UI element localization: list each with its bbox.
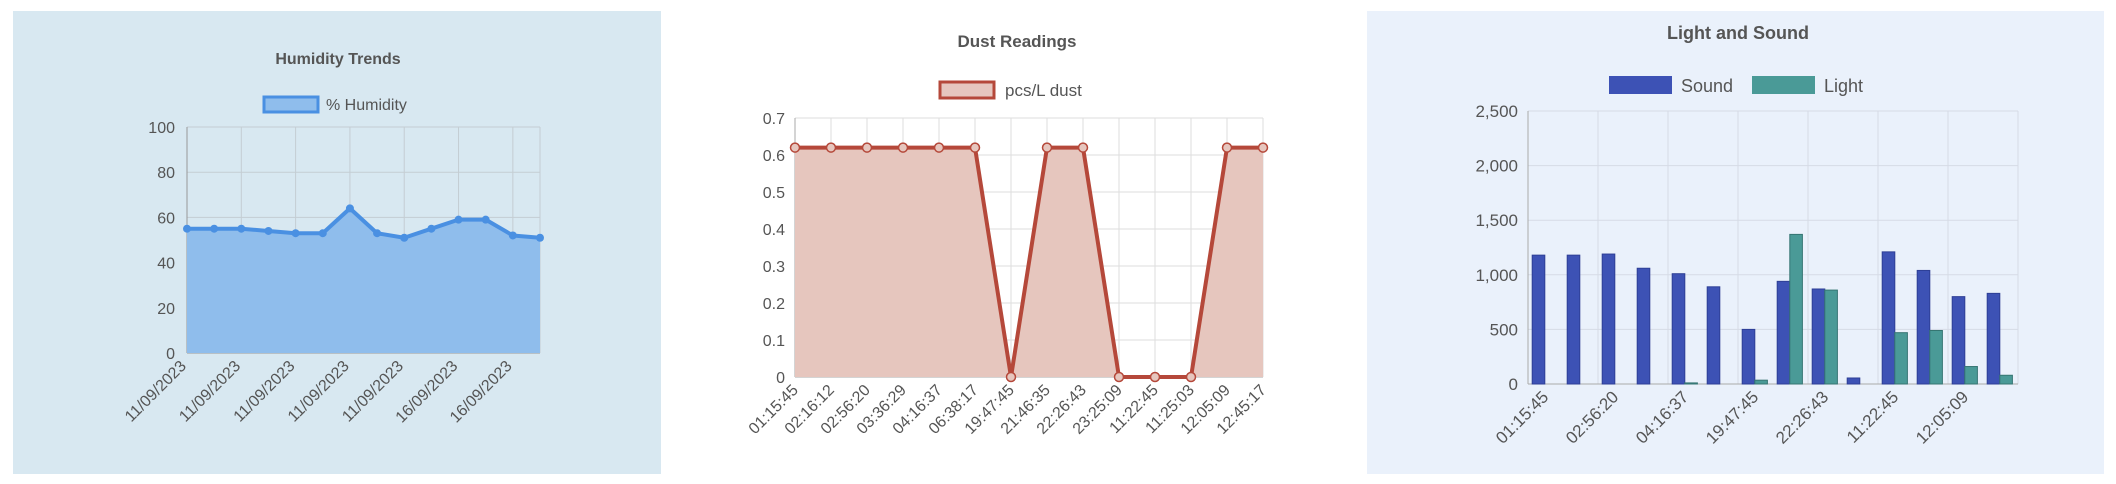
light-bar <box>1929 329 1943 385</box>
humidity-point <box>210 224 219 233</box>
dust-point <box>1149 371 1161 383</box>
humidity-point <box>237 224 246 233</box>
sound-bar <box>1986 292 2001 385</box>
y-tick-label: 0.2 <box>763 296 785 313</box>
light-sound-chart-panel: Light and Sound Sound Light 0 500 1,000 1,500 2… <box>1367 11 2104 474</box>
dust-series-line <box>795 145 1263 379</box>
sound-bar <box>1706 286 1721 385</box>
humidity-point <box>454 215 463 224</box>
humidity-point <box>508 231 517 240</box>
chart-title: Light and Sound <box>1667 23 1809 43</box>
x-tick-label: 19:47:45 <box>1702 387 1762 447</box>
dust-point <box>1257 142 1269 153</box>
humidity-point <box>481 215 490 224</box>
chart-title: Humidity Trends <box>275 51 400 68</box>
legend-label-dust: pcs/L dust <box>1005 81 1082 100</box>
y-tick-label: 0 <box>166 346 175 363</box>
x-tick-label: 04:16:37 <box>1632 387 1692 447</box>
humidity-point <box>183 224 191 233</box>
dust-point <box>1113 371 1125 383</box>
dust-point <box>897 142 909 153</box>
light-bar <box>1684 382 1698 385</box>
legend-swatch-sound <box>1609 76 1672 94</box>
y-tick-label: 0.1 <box>763 333 785 350</box>
dust-point <box>1221 142 1233 153</box>
y-tick-label: 0.5 <box>763 185 785 202</box>
legend-label-humidity: % Humidity <box>326 97 407 114</box>
chart-title: Dust Readings <box>957 32 1076 51</box>
sound-bar <box>1531 254 1546 385</box>
humidity-chart: Humidity Trends% Humidity02040608010011/… <box>122 51 544 426</box>
y-tick-label: 0 <box>1509 375 1518 394</box>
sound-bar <box>1671 273 1686 385</box>
humidity-point <box>345 204 354 213</box>
dust-point <box>861 142 873 153</box>
light-bar <box>1824 289 1838 385</box>
y-tick-label: 0.3 <box>763 259 785 276</box>
humidity-series-line <box>187 206 541 240</box>
humidity-point <box>264 226 273 235</box>
sound-bar <box>1601 253 1616 385</box>
sound-bar <box>1776 280 1791 385</box>
y-tick-label: 2,500 <box>1475 102 1518 121</box>
legend-swatch-humidity <box>262 95 320 114</box>
dust-point <box>1041 142 1053 153</box>
x-tick-label: 11:22:45 <box>1843 387 1902 446</box>
sound-bar <box>1566 254 1581 385</box>
legend-label-light: Light <box>1824 76 1863 96</box>
sound-bar <box>1881 251 1896 385</box>
dust-chart-panel: Dust Readings pcs/L dust 0 0.1 0.2 0.3 0.4 0.5 0… <box>683 11 1333 474</box>
sound-bar <box>1846 377 1861 385</box>
sound-bar <box>1951 296 1966 385</box>
light-bar <box>1754 379 1768 385</box>
y-tick-label: 100 <box>148 120 175 137</box>
x-tick-label: 02:56:20 <box>1562 387 1622 447</box>
light-bar <box>1789 233 1803 385</box>
humidity-point <box>536 233 544 242</box>
x-tick-label: 01:15:45 <box>1492 387 1552 447</box>
light-bar <box>1999 374 2013 385</box>
sound-bar <box>1741 328 1756 385</box>
x-tick-label: 22:26:43 <box>1772 387 1832 447</box>
y-tick-label: 500 <box>1490 320 1518 339</box>
dust-point <box>1077 142 1089 153</box>
dust-point <box>1185 371 1197 383</box>
light-bar <box>1964 366 1978 385</box>
sound-bar <box>1811 288 1826 385</box>
humidity-point <box>291 229 300 238</box>
y-tick-label: 60 <box>157 210 175 227</box>
humidity-point <box>427 224 436 233</box>
humidity-point <box>373 229 382 238</box>
humidity-chart-panel: Humidity Trends% Humidity 0 20 40 60 80 100 11/… <box>13 11 661 474</box>
legend-swatch-dust <box>938 80 996 100</box>
dust-point <box>969 142 981 153</box>
y-tick-label: 1,500 <box>1475 211 1518 230</box>
y-tick-label: 0.7 <box>763 111 785 128</box>
humidity-point <box>318 229 327 238</box>
dust-point <box>933 142 945 153</box>
y-tick-label: 40 <box>157 256 175 273</box>
y-tick-label: 0.6 <box>763 148 785 165</box>
legend-swatch-light <box>1752 76 1815 94</box>
dust-point <box>825 142 837 153</box>
y-tick-label: 2,000 <box>1475 157 1518 176</box>
y-tick-label: 80 <box>157 165 175 182</box>
dust-point <box>1005 371 1017 383</box>
humidity-area-fill <box>187 208 540 353</box>
dust-point <box>789 142 801 153</box>
legend-label-sound: Sound <box>1681 76 1733 96</box>
light-sound-chart: Light and Sound Sound Light 0 500 1,000 1,500 2… <box>1475 23 2019 448</box>
humidity-point <box>400 233 409 242</box>
y-tick-label: 0 <box>776 370 785 387</box>
y-tick-label: 0.4 <box>763 222 785 239</box>
light-bar <box>1894 332 1908 385</box>
y-tick-label: 1,000 <box>1475 266 1518 285</box>
sound-bar <box>1636 267 1651 385</box>
x-tick-label: 12:05:09 <box>1912 387 1972 447</box>
dust-chart: Dust Readings pcs/L dust 0 0.1 0.2 0.3 0.4 0.5 0… <box>746 32 1270 438</box>
y-tick-label: 20 <box>157 301 175 318</box>
sound-bar <box>1916 269 1931 385</box>
